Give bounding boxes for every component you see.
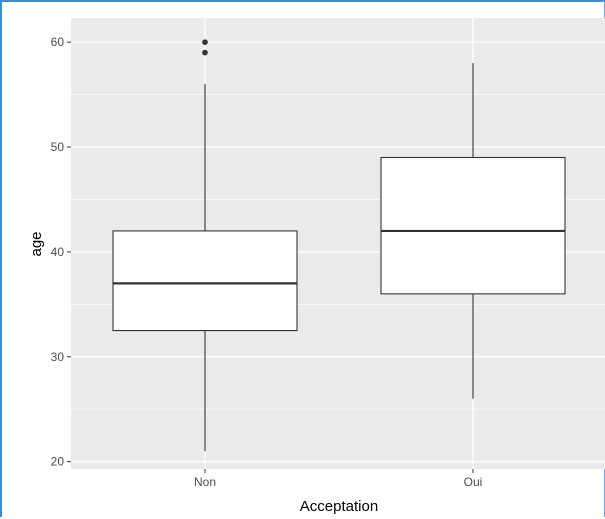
y-tick-label: 20 <box>51 455 65 469</box>
x-tick-label: Non <box>194 475 216 489</box>
y-tick-label: 50 <box>51 140 65 154</box>
box-body <box>112 230 298 332</box>
outlier-point <box>202 39 208 45</box>
y-axis-title: age <box>28 231 45 256</box>
boxes <box>112 39 566 452</box>
x-tick-label: Oui <box>464 475 483 489</box>
y-tick-label: 60 <box>51 35 65 49</box>
outlier-point <box>202 49 208 56</box>
y-tick-label: 40 <box>51 245 65 259</box>
y-tick-label: 30 <box>51 350 65 364</box>
axes: 20 30 40 50 60 Non Oui <box>51 35 483 489</box>
x-axis-title: Acceptation <box>300 498 378 515</box>
box-body <box>380 156 566 295</box>
